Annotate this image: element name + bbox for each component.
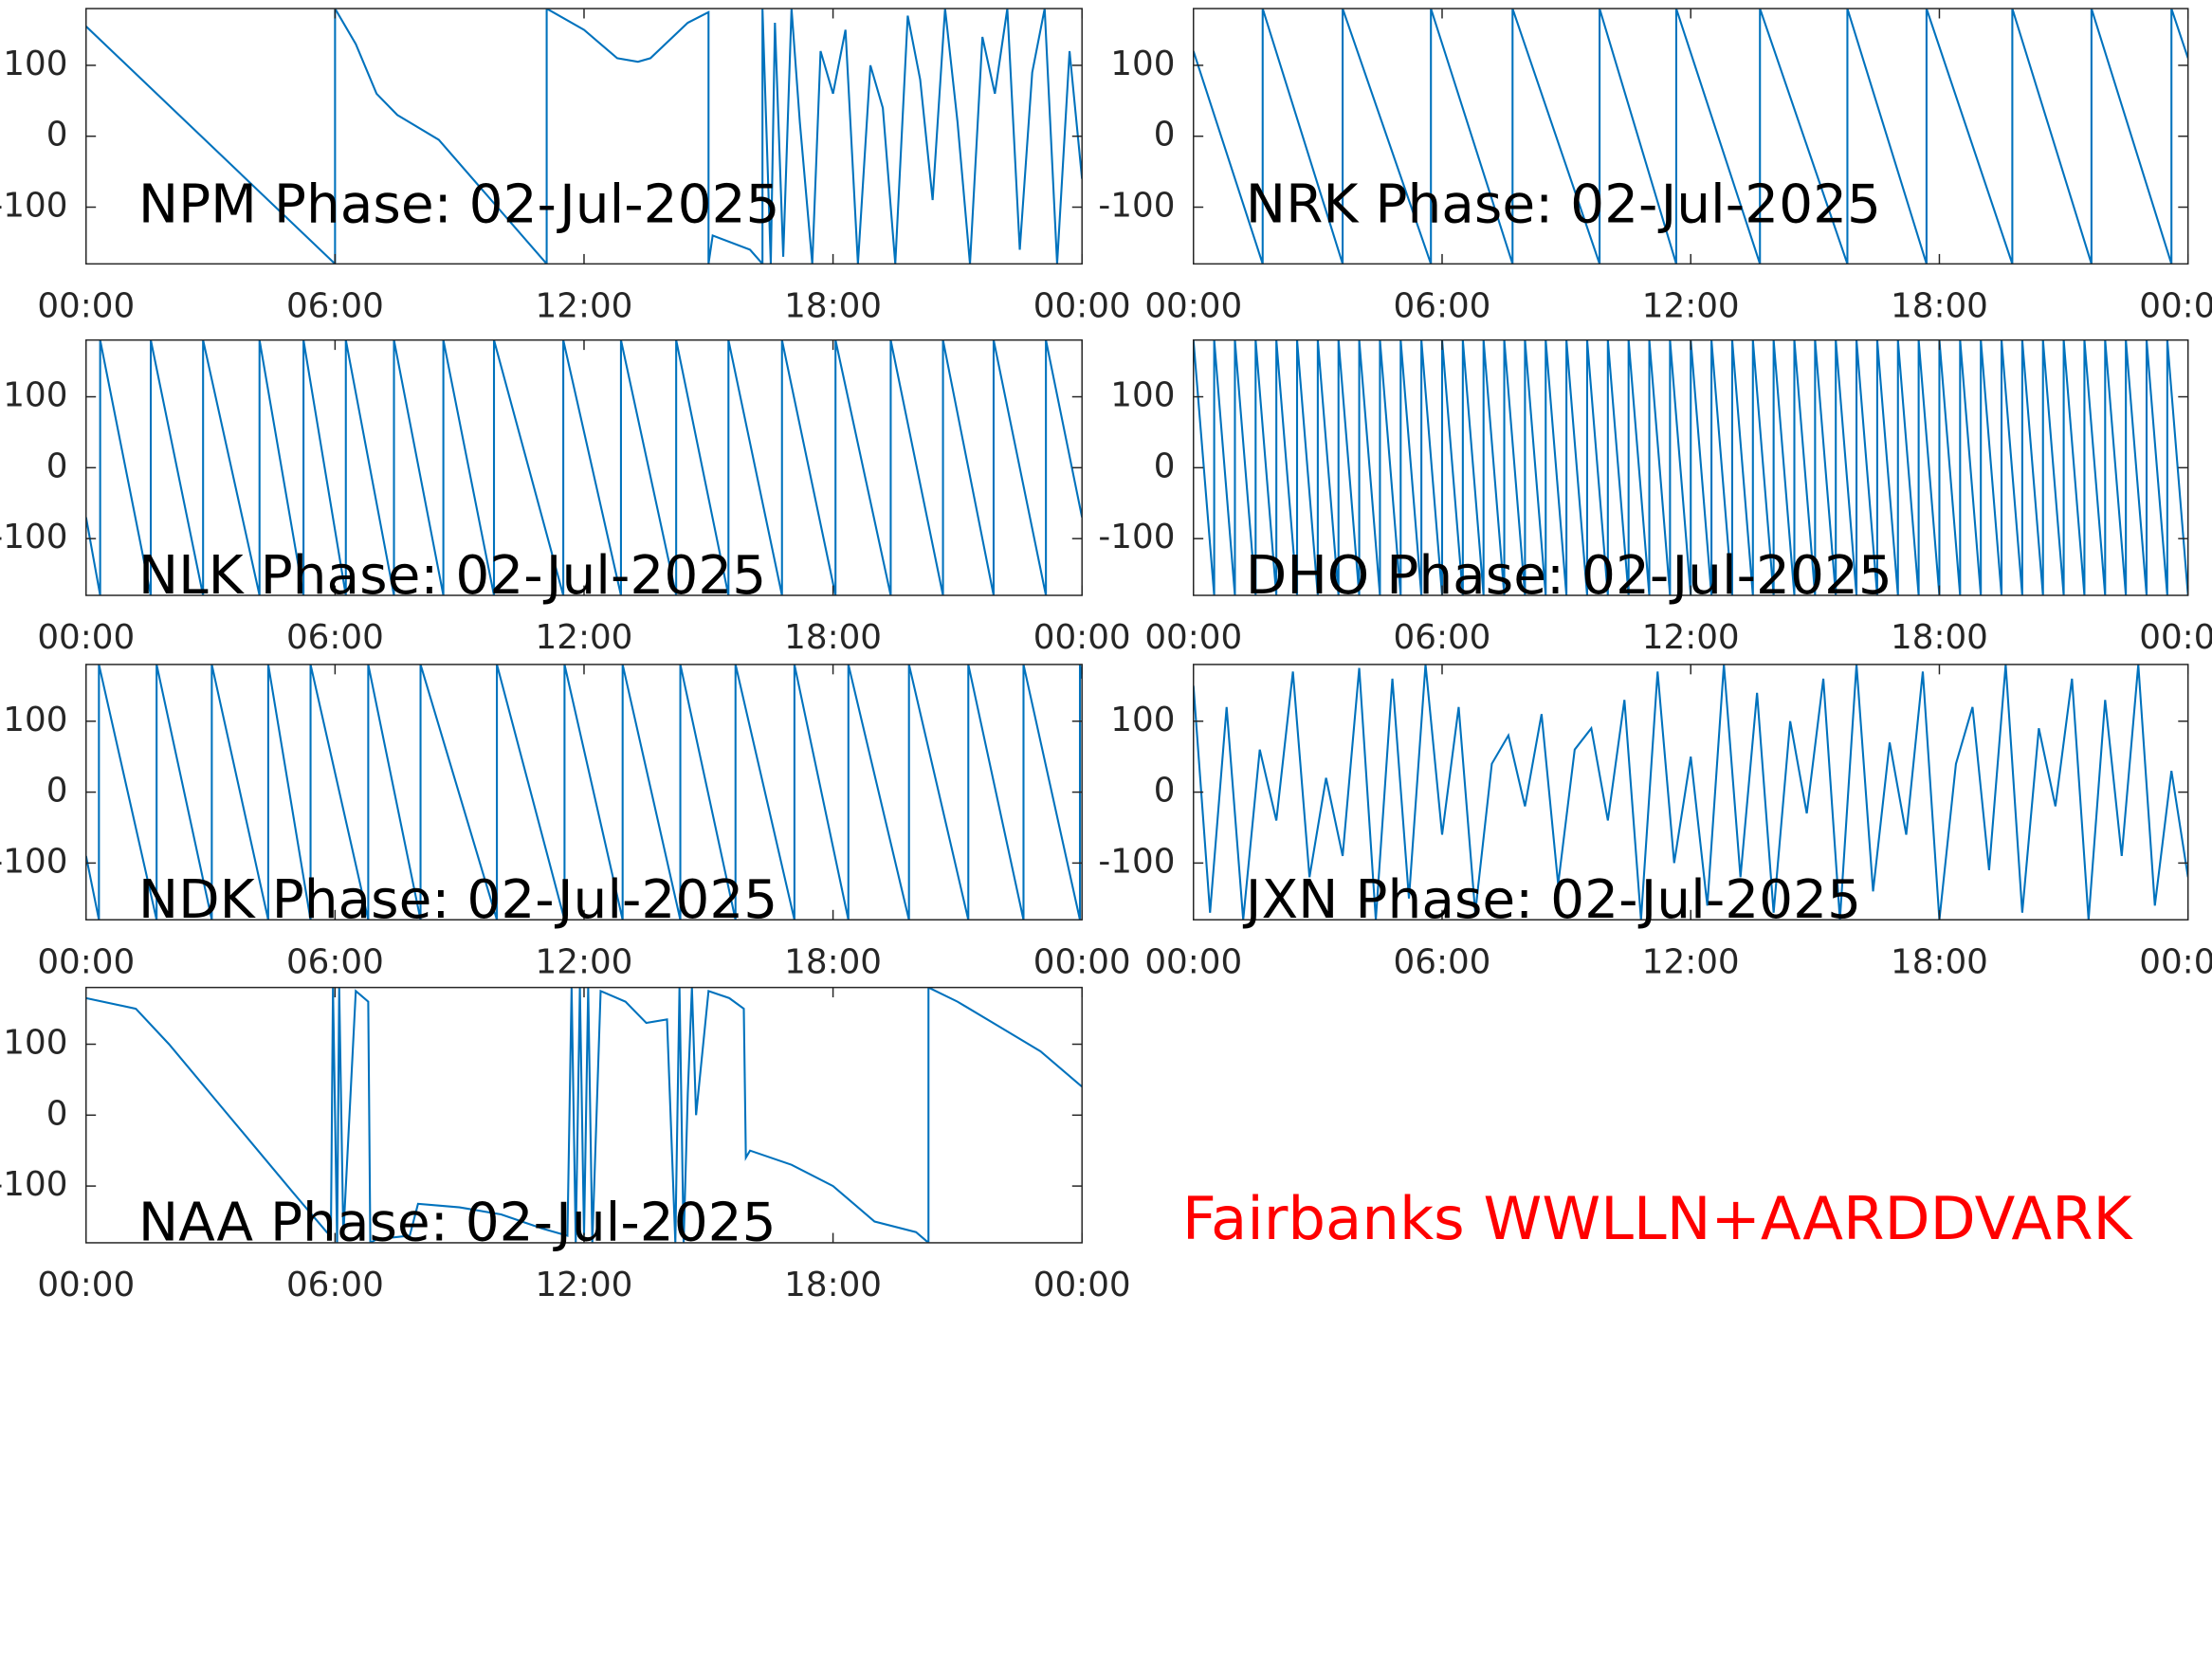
- x-tick-label: 00:00: [2139, 942, 2212, 981]
- axes-frame: [85, 986, 1083, 1244]
- y-tick-label: 100: [1110, 701, 1175, 739]
- y-tick-label: 0: [46, 116, 68, 155]
- y-tick-label: -100: [1098, 187, 1175, 226]
- x-tick-label: 12:00: [1642, 942, 1740, 981]
- x-tick-label: 00:00: [1033, 942, 1131, 981]
- x-tick-label: 12:00: [536, 286, 633, 325]
- x-tick-label: 00:00: [1033, 1266, 1131, 1304]
- x-tick-label: 00:00: [2139, 286, 2212, 325]
- phase-line: [85, 987, 1083, 1243]
- x-tick-label: 18:00: [1891, 618, 1988, 657]
- x-tick-label: 00:00: [2139, 618, 2212, 657]
- x-tick-label: 00:00: [37, 618, 135, 657]
- x-tick-label: 00:00: [1033, 286, 1131, 325]
- x-tick-label: 06:00: [1394, 286, 1491, 325]
- panel-title: DHO Phase: 02-Jul-2025: [1246, 545, 1892, 607]
- phase-line: [85, 339, 1083, 596]
- panel: 00:00 06:00 12:00 18:00 00:00 -100 0 100 NPM Pha…: [0, 8, 1131, 325]
- x-tick-label: 00:00: [1144, 942, 1242, 981]
- x-tick-label: 06:00: [1394, 618, 1491, 657]
- x-tick-label: 18:00: [784, 1266, 882, 1304]
- panel-title: NDK Phase: 02-Jul-2025: [138, 869, 777, 931]
- x-tick-label: 12:00: [1642, 286, 1740, 325]
- phase-line: [1193, 339, 2188, 596]
- annotation: Fairbanks WWLLN+AARDDVARK: [1182, 1184, 2134, 1253]
- axes-frame: [85, 338, 1083, 596]
- panel: 00:00 06:00 12:00 18:00 00:00 -100 0 100 JXN Pha…: [1098, 664, 2212, 981]
- axes-frame: [1193, 338, 2189, 596]
- y-tick-label: -100: [0, 1165, 67, 1204]
- y-tick-label: 0: [46, 1094, 68, 1133]
- y-tick-label: -100: [0, 187, 67, 226]
- phase-line: [1193, 664, 2188, 921]
- axes-frame: [1193, 8, 2189, 265]
- y-tick-label: 0: [46, 447, 68, 485]
- panel-title: JXN Phase: 02-Jul-2025: [1243, 869, 1861, 931]
- y-tick-label: 0: [1154, 447, 1176, 485]
- panel-title: NPM Phase: 02-Jul-2025: [138, 173, 780, 235]
- x-tick-label: 18:00: [784, 286, 882, 325]
- axes-frame: [85, 664, 1083, 921]
- y-tick-label: 0: [1154, 116, 1176, 155]
- panel: 00:00 06:00 12:00 18:00 00:00 -100 0 100 NRK Pha…: [1098, 8, 2212, 325]
- x-tick-label: 06:00: [286, 942, 384, 981]
- axes-background: [85, 664, 1083, 921]
- x-tick-label: 12:00: [536, 618, 633, 657]
- panel: 00:00 06:00 12:00 18:00 00:00 -100 0 100 NLK Pha…: [0, 338, 1131, 657]
- y-tick-label: -100: [1098, 842, 1175, 881]
- y-tick-label: 100: [1110, 376, 1175, 415]
- x-tick-label: 00:00: [1144, 618, 1242, 657]
- x-tick-label: 06:00: [286, 618, 384, 657]
- panel: 00:00 06:00 12:00 18:00 00:00 -100 0 100 DHO Pha…: [1098, 338, 2212, 657]
- axes-background: [1193, 664, 2188, 921]
- x-tick-label: 00:00: [37, 942, 135, 981]
- y-tick-label: 100: [3, 45, 67, 83]
- x-tick-label: 18:00: [784, 618, 882, 657]
- y-tick-label: -100: [1098, 518, 1175, 556]
- panel: 00:00 06:00 12:00 18:00 00:00 -100 0 100 NDK Pha…: [0, 664, 1131, 981]
- y-tick-label: 100: [3, 376, 67, 415]
- axes-frame: [85, 8, 1083, 265]
- x-tick-label: 18:00: [1891, 942, 1988, 981]
- panel: 00:00 06:00 12:00 18:00 00:00 -100 0 100 NAA Pha…: [0, 986, 1131, 1304]
- x-tick-label: 12:00: [536, 1266, 633, 1304]
- y-tick-label: 100: [1110, 45, 1175, 83]
- x-tick-label: 06:00: [286, 1266, 384, 1304]
- y-tick-label: 0: [46, 772, 68, 811]
- x-tick-label: 06:00: [286, 286, 384, 325]
- panel-title: NLK Phase: 02-Jul-2025: [138, 545, 766, 607]
- phase-line: [1193, 9, 2188, 264]
- y-tick-label: -100: [0, 842, 67, 881]
- phase-line: [85, 9, 1083, 264]
- x-tick-label: 12:00: [1642, 618, 1740, 657]
- axes-frame: [1193, 664, 2189, 921]
- axes-background: [85, 9, 1083, 264]
- y-tick-label: -100: [0, 518, 67, 556]
- x-tick-label: 12:00: [536, 942, 633, 981]
- panel-title: NAA Phase: 02-Jul-2025: [138, 1193, 777, 1254]
- phase-line: [85, 664, 1083, 921]
- y-tick-label: 100: [3, 701, 67, 739]
- y-tick-label: 0: [1154, 772, 1176, 811]
- x-tick-label: 18:00: [784, 942, 882, 981]
- x-tick-label: 00:00: [1033, 618, 1131, 657]
- panel-title: NRK Phase: 02-Jul-2025: [1246, 173, 1881, 235]
- x-tick-label: 06:00: [1394, 942, 1491, 981]
- x-tick-label: 00:00: [1144, 286, 1242, 325]
- x-tick-label: 00:00: [37, 286, 135, 325]
- x-tick-label: 00:00: [37, 1266, 135, 1304]
- y-tick-label: 100: [3, 1023, 67, 1062]
- x-tick-label: 18:00: [1891, 286, 1988, 325]
